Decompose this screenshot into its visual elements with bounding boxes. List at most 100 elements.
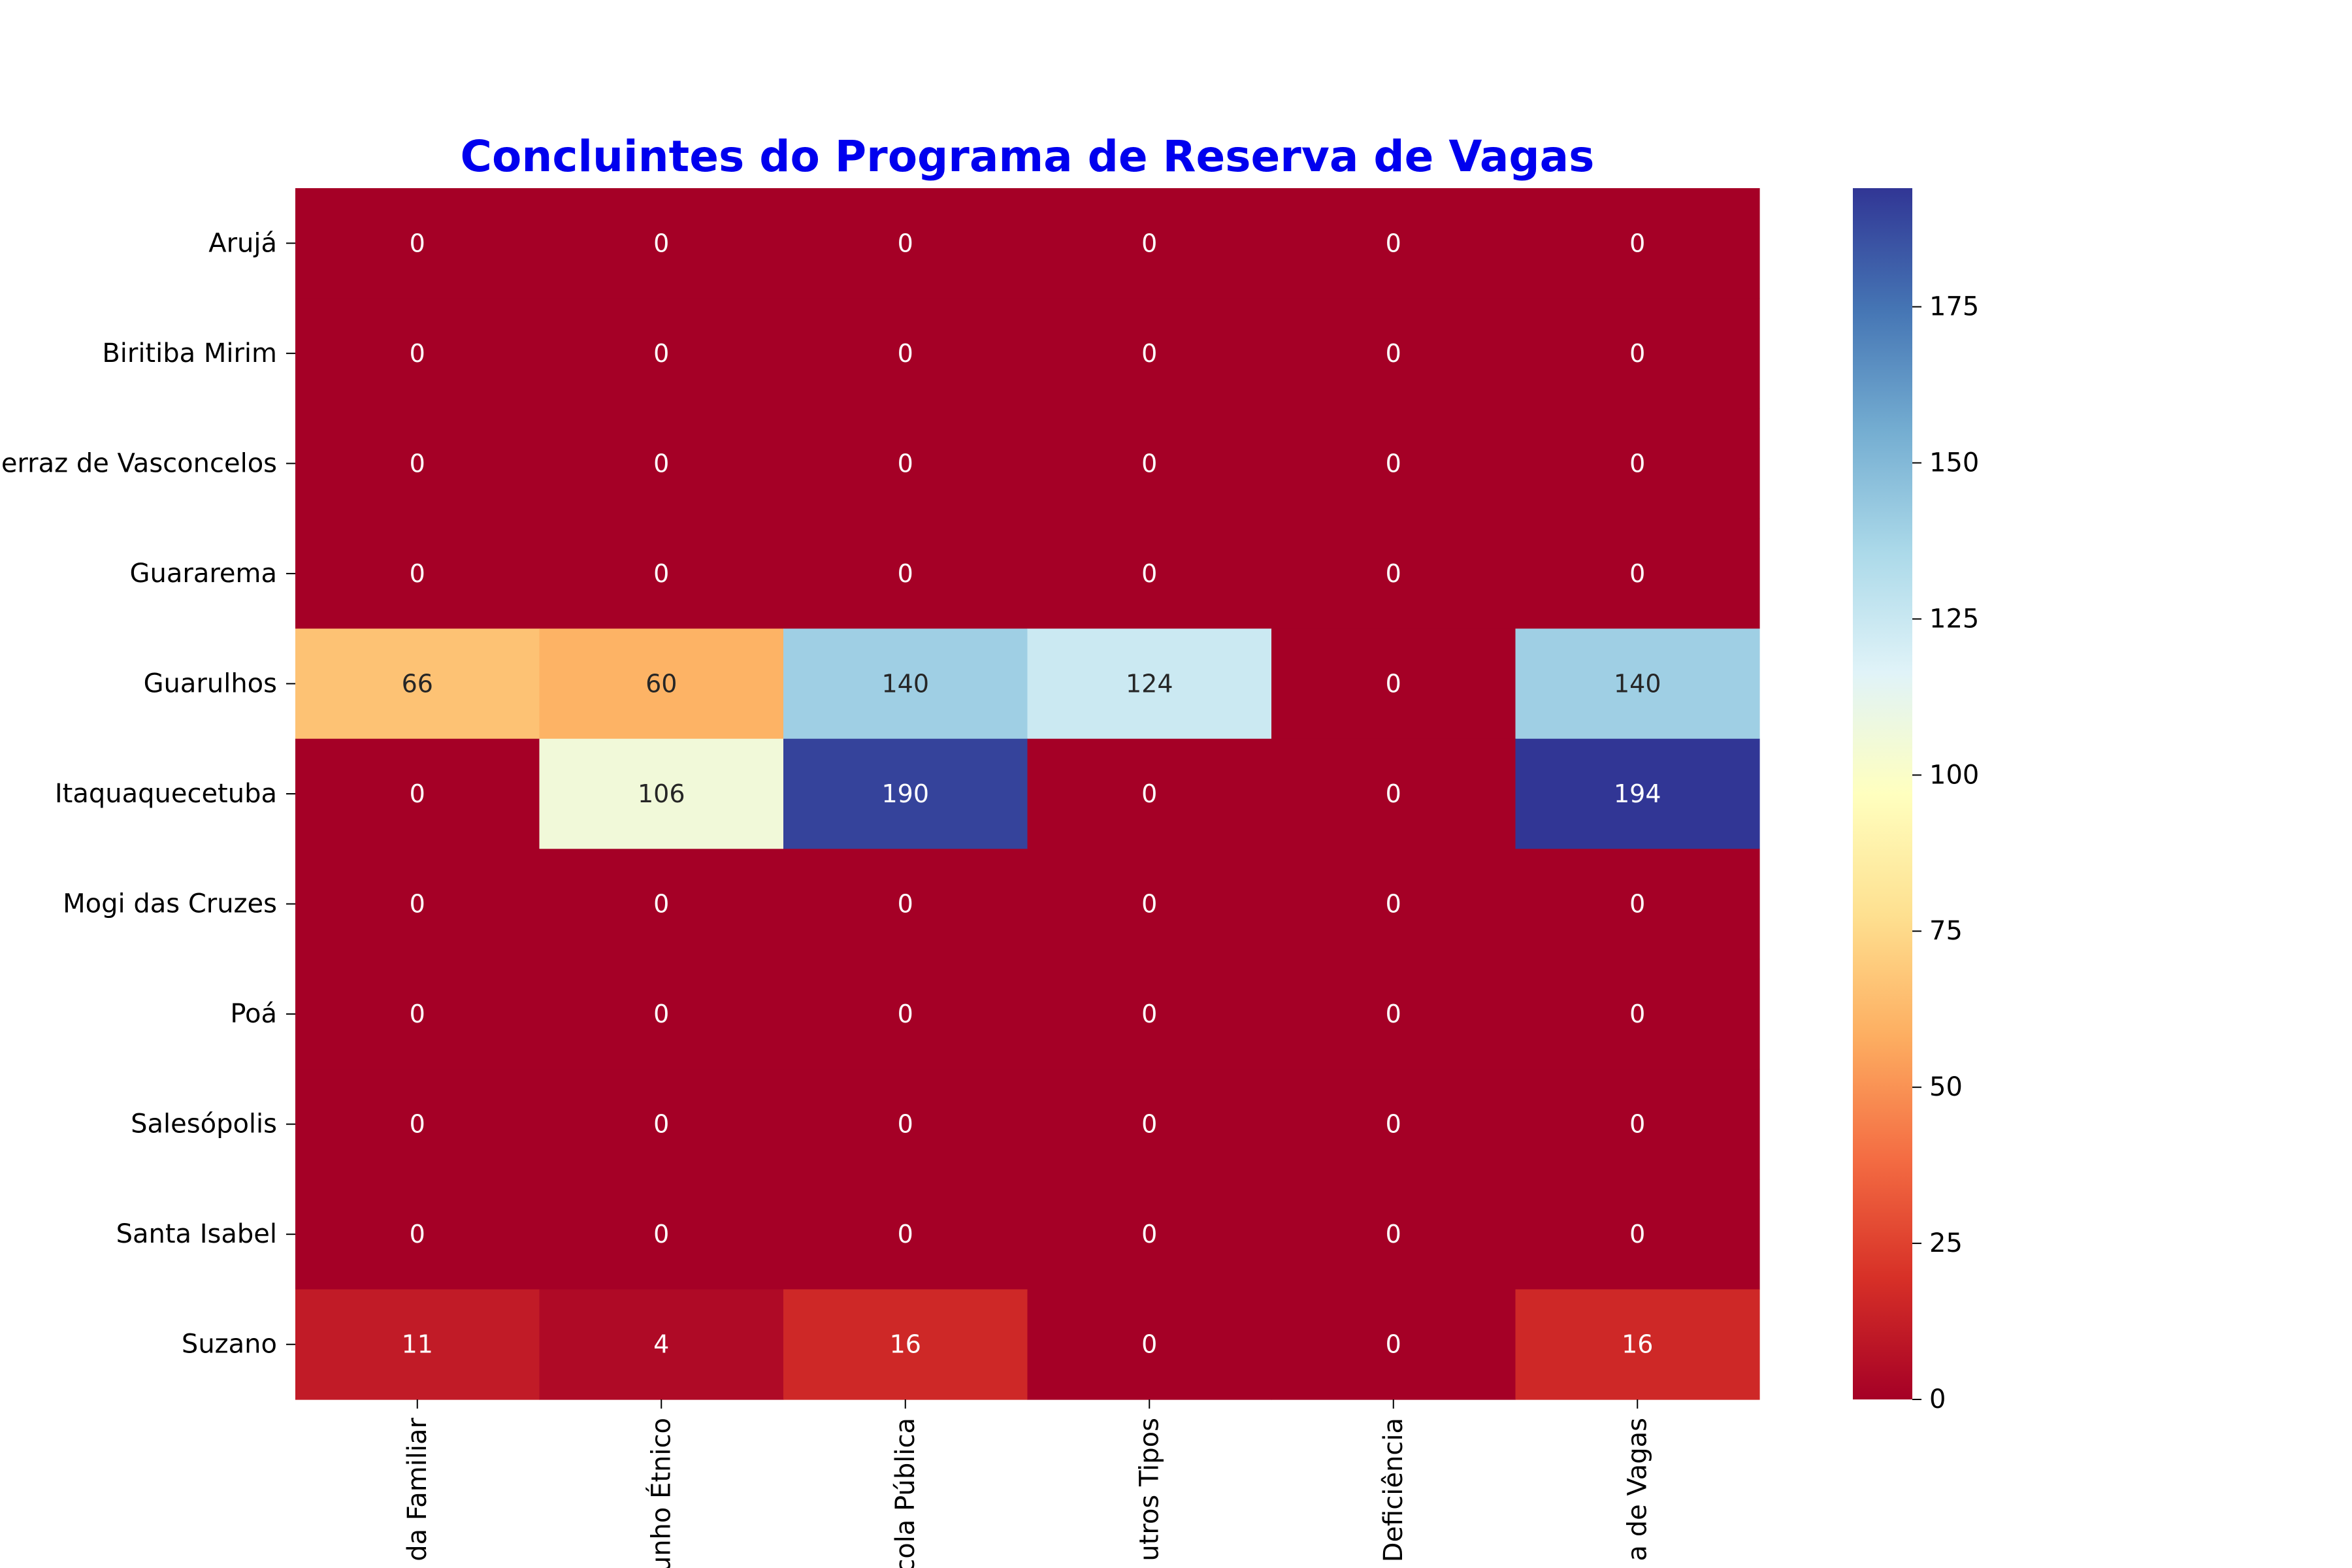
heatmap-cell <box>539 958 784 1070</box>
heatmap-cell <box>783 958 1028 1070</box>
heatmap-cell <box>1515 1179 1760 1290</box>
heatmap-cell <box>1027 1179 1272 1290</box>
cell-value-label: 0 <box>1141 1110 1157 1139</box>
cell-value-label: 0 <box>1386 779 1401 808</box>
cell-value-label: 0 <box>1386 1220 1401 1249</box>
cell-value-label: 190 <box>881 779 929 808</box>
heatmap-cell <box>1271 518 1516 629</box>
heatmap-cell <box>295 518 540 629</box>
heatmap-cell <box>539 188 784 299</box>
heatmap-cell <box>1515 408 1760 519</box>
colorbar-tick-label: 0 <box>1929 1384 1946 1414</box>
cell-value-label: 16 <box>890 1330 921 1359</box>
heatmap-cell <box>783 298 1028 409</box>
cell-value-label: 0 <box>410 449 425 478</box>
cell-value-label: 0 <box>653 1220 669 1249</box>
cell-value-label: 0 <box>1629 339 1645 368</box>
cell-value-label: 0 <box>653 890 669 919</box>
heatmap-cell <box>1027 849 1272 960</box>
heatmap-cell <box>1515 738 1760 849</box>
heatmap-cell <box>1027 1289 1272 1400</box>
cell-value-label: 124 <box>1126 669 1173 698</box>
heatmap-cell <box>1515 958 1760 1070</box>
cell-value-label: 0 <box>1141 559 1157 588</box>
cell-value-label: 106 <box>638 779 685 808</box>
cell-value-label: 0 <box>1629 559 1645 588</box>
cell-value-label: 0 <box>653 449 669 478</box>
row-label: Poá <box>230 999 277 1029</box>
colorbar-tick-label: 150 <box>1929 448 1979 478</box>
heatmap-cell <box>1515 849 1760 960</box>
column-label: da Familiar <box>402 1417 433 1561</box>
row-label: Guararema <box>130 559 277 589</box>
cell-value-label: 0 <box>1386 449 1401 478</box>
cell-value-label: 0 <box>1629 1110 1645 1139</box>
cell-value-label: 140 <box>1614 669 1661 698</box>
heatmap-cell <box>1271 1179 1516 1290</box>
heatmap-cell <box>1271 408 1516 519</box>
heatmap-cell <box>783 849 1028 960</box>
heatmap-cell <box>1271 1069 1516 1180</box>
heatmap-cell <box>1271 1289 1516 1400</box>
heatmap-cell <box>783 738 1028 849</box>
colorbar-tick-label: 25 <box>1929 1228 1963 1258</box>
cell-value-label: 0 <box>1386 890 1401 919</box>
cell-value-label: 0 <box>1141 779 1157 808</box>
cell-value-label: 0 <box>898 339 913 368</box>
cell-value-label: 0 <box>1141 890 1157 919</box>
heatmap-cell <box>1271 298 1516 409</box>
row-label: Biritiba Mirim <box>102 338 277 368</box>
heatmap-cell <box>295 1289 540 1400</box>
cell-value-label: 0 <box>653 1110 669 1139</box>
cell-value-label: 66 <box>402 669 433 698</box>
cell-value-label: 0 <box>1386 669 1401 698</box>
heatmap-cell <box>783 518 1028 629</box>
cell-value-label: 0 <box>1386 1110 1401 1139</box>
cell-value-label: 0 <box>1629 229 1645 257</box>
heatmap-cell <box>1515 518 1760 629</box>
colorbar-tick-label: 125 <box>1929 604 1979 634</box>
cell-value-label: 0 <box>410 559 425 588</box>
heatmap-cell <box>539 518 784 629</box>
colorbar-tick-label: 75 <box>1929 916 1963 946</box>
heatmap-cell <box>783 188 1028 299</box>
cell-value-label: 0 <box>410 890 425 919</box>
cell-value-label: 0 <box>1386 229 1401 257</box>
heatmap-cell <box>1027 408 1272 519</box>
heatmap-cell <box>539 298 784 409</box>
cell-value-label: 0 <box>1629 449 1645 478</box>
row-label: erraz de Vasconcelos <box>1 448 277 478</box>
row-label: Mogi das Cruzes <box>63 889 277 919</box>
colorbar-tick-label: 100 <box>1929 760 1979 790</box>
cell-value-label: 0 <box>1629 890 1645 919</box>
chart-title: Concluintes do Programa de Reserva de Va… <box>461 131 1595 182</box>
heatmap-cell <box>1515 188 1760 299</box>
heatmap-cell <box>1027 518 1272 629</box>
cell-value-label: 0 <box>898 890 913 919</box>
cell-value-label: 0 <box>410 1000 425 1028</box>
heatmap-cell <box>1027 298 1272 409</box>
heatmap-cell <box>295 298 540 409</box>
cell-value-label: 0 <box>653 229 669 257</box>
cell-value-label: 0 <box>898 1110 913 1139</box>
cell-value-label: 0 <box>410 1110 425 1139</box>
heatmap-cell <box>295 408 540 519</box>
column-labels: da Familiar unho Étnico cola Pública utros … <box>402 1399 1652 1568</box>
cell-value-label: 60 <box>645 669 677 698</box>
cell-value-label: 0 <box>653 339 669 368</box>
heatmap-cell <box>783 629 1028 740</box>
cell-value-label: 0 <box>1629 1220 1645 1249</box>
cell-value-label: 140 <box>881 669 929 698</box>
heatmap-cell <box>539 408 784 519</box>
row-label: Salesópolis <box>131 1109 277 1139</box>
cell-value-label: 0 <box>410 1220 425 1249</box>
cell-value-label: 0 <box>653 559 669 588</box>
heatmap-cell <box>1271 958 1516 1070</box>
cell-value-label: 11 <box>402 1330 433 1359</box>
cell-value-label: 0 <box>898 559 913 588</box>
cell-value-label: 0 <box>1141 229 1157 257</box>
colorbar-tick-label: 50 <box>1929 1072 1963 1102</box>
cell-value-label: 0 <box>1386 1330 1401 1359</box>
heatmap-cell <box>295 958 540 1070</box>
column-label: unho Étnico <box>645 1418 676 1568</box>
